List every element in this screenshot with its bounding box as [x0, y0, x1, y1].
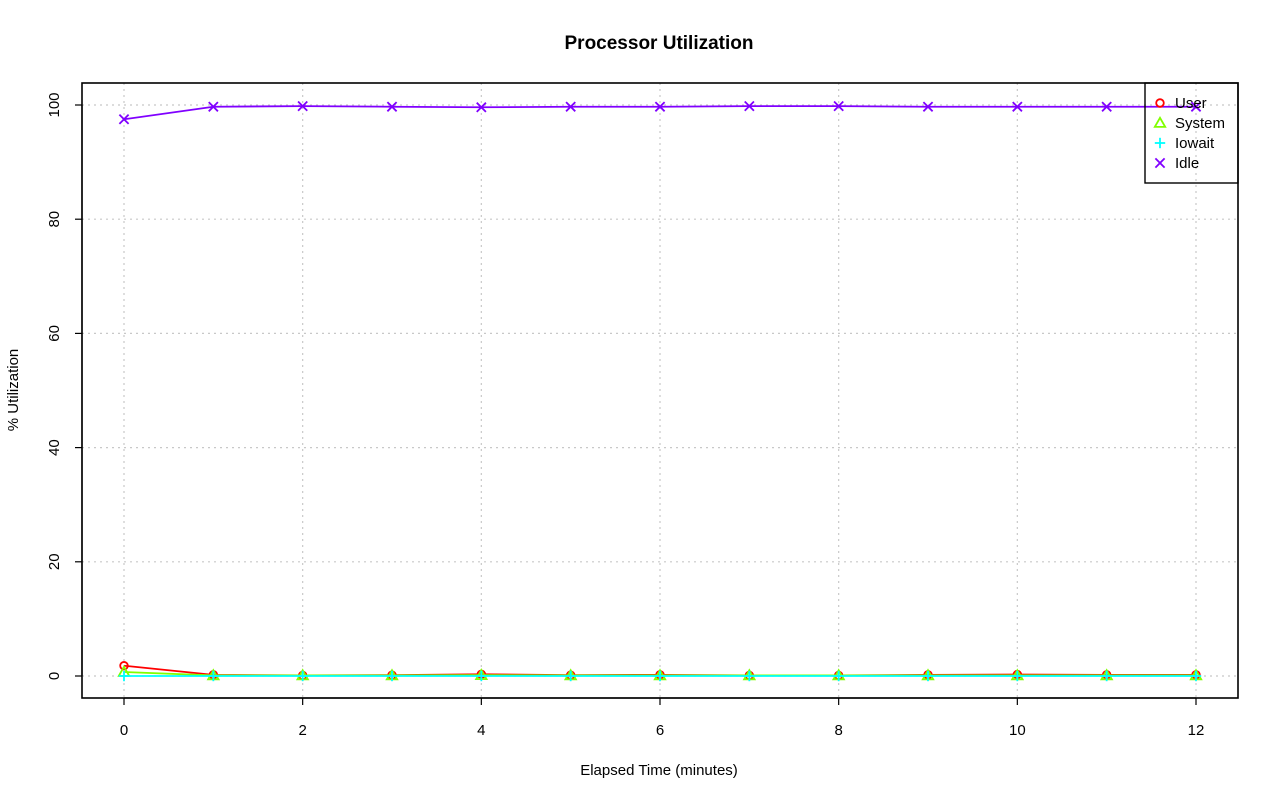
axes: 0 2 4 6 8 10 12 0 20 40 60 80 100 [46, 92, 1204, 739]
data-point-iowait [208, 670, 219, 682]
data-point-idle [208, 101, 219, 112]
x-axis-label: Elapsed Time (minutes) [580, 762, 738, 779]
x-tick-label: 6 [656, 722, 664, 739]
data-point-idle [297, 100, 308, 112]
data-point-idle [1101, 101, 1112, 112]
y-axis-label: % Utilization [5, 349, 22, 432]
data-point-iowait [744, 670, 755, 682]
data-point-iowait [922, 670, 934, 682]
legend-label-user: User [1175, 95, 1207, 112]
x-tick-label: 8 [834, 722, 842, 739]
data-point-idle [833, 100, 844, 112]
legend-marker-user [1155, 98, 1165, 108]
data-point-iowait [1012, 670, 1023, 682]
data-point-iowait [386, 670, 398, 682]
legend-marker-system [1153, 115, 1167, 128]
data-point-idle [386, 101, 398, 112]
data-point-iowait [118, 670, 130, 682]
y-tick-label: 80 [46, 211, 63, 228]
legend-marker-idle [1154, 157, 1166, 169]
data-point-idle [118, 114, 130, 125]
y-tick-label: 40 [46, 439, 63, 456]
data-point-iowait [476, 670, 487, 682]
y-tick-label: 20 [46, 553, 63, 570]
data-point-idle [1012, 101, 1023, 112]
data-point-idle [565, 101, 576, 112]
x-tick-label: 12 [1188, 722, 1205, 739]
data-point-idle [744, 100, 755, 112]
data-point-iowait [565, 670, 576, 682]
data-point-idle [922, 101, 934, 112]
legend-label-idle: Idle [1175, 155, 1199, 172]
data-point-iowait [833, 670, 844, 682]
plot-frame [81, 82, 1239, 699]
y-tick-label: 0 [46, 672, 63, 680]
legend-marker-iowait [1154, 137, 1166, 149]
x-tick-label: 2 [298, 722, 306, 739]
series-iowait [118, 670, 1202, 682]
data-point-user [119, 661, 129, 671]
y-tick-label: 100 [46, 92, 63, 117]
x-tick-label: 0 [120, 722, 128, 739]
x-tick-label: 4 [477, 722, 485, 739]
legend-box [1144, 82, 1239, 184]
data-point-iowait [1190, 670, 1202, 682]
data-point-iowait [654, 670, 666, 682]
series-layer [117, 100, 1203, 682]
data-point-idle [654, 101, 666, 112]
data-point-idle [1190, 101, 1202, 112]
data-point-iowait [297, 670, 308, 682]
chart-title: Processor Utilization [565, 33, 754, 54]
grid [82, 83, 1238, 698]
legend-label-iowait: Iowait [1175, 135, 1215, 152]
data-point-iowait [1101, 670, 1112, 682]
legend-label-system: System [1175, 115, 1225, 132]
legend: User System Iowait Idle [1144, 82, 1239, 184]
data-point-idle [476, 102, 487, 113]
x-tick-label: 10 [1009, 722, 1026, 739]
y-tick-label: 60 [46, 325, 63, 342]
series-idle [118, 100, 1202, 125]
